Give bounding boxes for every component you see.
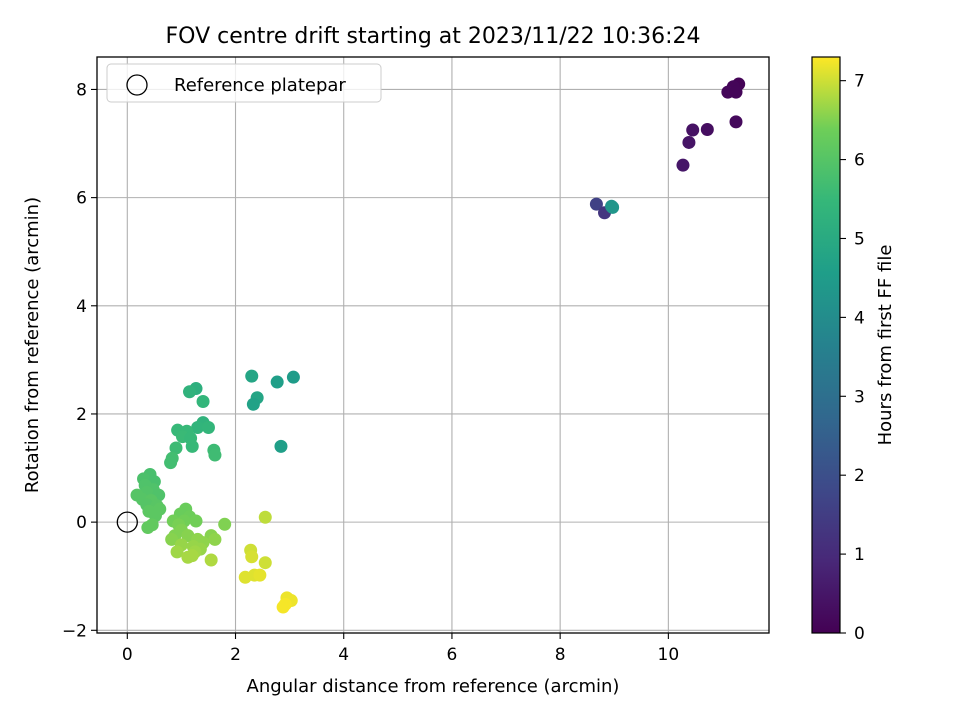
reference-platepar-marker [116, 511, 138, 533]
data-point [245, 369, 259, 383]
colorbar-tick-label: 4 [854, 308, 865, 328]
data-point [258, 556, 272, 570]
data-point [682, 135, 696, 149]
x-tick-label: 0 [122, 645, 133, 665]
data-point [589, 197, 603, 211]
x-tick-label: 2 [230, 645, 241, 665]
data-point [270, 375, 284, 389]
colorbar-tick-label: 6 [854, 151, 865, 171]
y-tick-label: 2 [76, 405, 87, 425]
colorbar: 0 1 2 3 4 5 6 7 Hours from first FF file [811, 56, 896, 644]
data-point [700, 122, 714, 136]
data-point [165, 532, 179, 546]
colorbar-tick-label: 0 [854, 624, 865, 644]
data-point [185, 439, 199, 453]
y-axis-ticks: −2 0 2 4 6 8 [62, 80, 97, 641]
data-point [204, 553, 218, 567]
colorbar-tick-label: 2 [854, 466, 865, 486]
data-point [181, 529, 195, 543]
legend: Reference platepar [106, 63, 382, 103]
colorbar-tick-label: 1 [854, 545, 865, 565]
legend-box [106, 63, 382, 103]
data-point [274, 439, 288, 453]
y-tick-label: 4 [76, 297, 87, 317]
data-point [245, 550, 259, 564]
x-tick-label: 8 [555, 645, 566, 665]
x-axis-ticks: 0 2 4 6 8 10 [122, 633, 679, 665]
plot-frame [96, 56, 770, 634]
x-tick-label: 4 [338, 645, 349, 665]
data-point [246, 397, 260, 411]
data-point [729, 115, 743, 129]
data-point [185, 549, 199, 563]
data-point [208, 448, 222, 462]
data-point [676, 158, 690, 172]
data-point [191, 420, 205, 434]
x-tick-label: 6 [447, 645, 458, 665]
data-point [286, 370, 300, 384]
data-point [686, 123, 700, 137]
y-tick-label: 0 [76, 513, 87, 533]
x-tick-label: 10 [658, 645, 680, 665]
data-points [130, 77, 746, 614]
data-point [606, 200, 620, 214]
data-point [189, 514, 203, 528]
data-point [196, 395, 210, 409]
y-axis-label: Rotation from reference (arcmin) [22, 197, 43, 493]
data-point [164, 456, 178, 470]
data-point [201, 420, 215, 434]
data-point [208, 532, 222, 546]
data-point [218, 517, 232, 531]
data-point [141, 521, 155, 535]
data-point [258, 510, 272, 524]
colorbar-tick-label: 3 [854, 387, 865, 407]
y-tick-label: −2 [62, 621, 87, 641]
data-point [729, 85, 743, 99]
colorbar-gradient [811, 56, 841, 634]
colorbar-tick-label: 5 [854, 229, 865, 249]
data-point [253, 568, 267, 582]
colorbar-label: Hours from first FF file [875, 245, 896, 446]
legend-marker-reference [126, 74, 148, 96]
colorbar-tick-label: 7 [854, 72, 865, 92]
y-tick-label: 8 [76, 80, 87, 100]
data-point [169, 441, 183, 455]
data-point [170, 545, 184, 559]
y-tick-label: 6 [76, 189, 87, 209]
data-point [183, 385, 197, 399]
chart-title: FOV centre drift starting at 2023/11/22 … [166, 24, 701, 49]
data-point [276, 600, 290, 614]
colorbar-ticks: 0 1 2 3 4 5 6 7 [840, 72, 865, 644]
x-axis-label: Angular distance from reference (arcmin) [247, 676, 620, 697]
legend-label-reference: Reference platepar [174, 75, 346, 96]
